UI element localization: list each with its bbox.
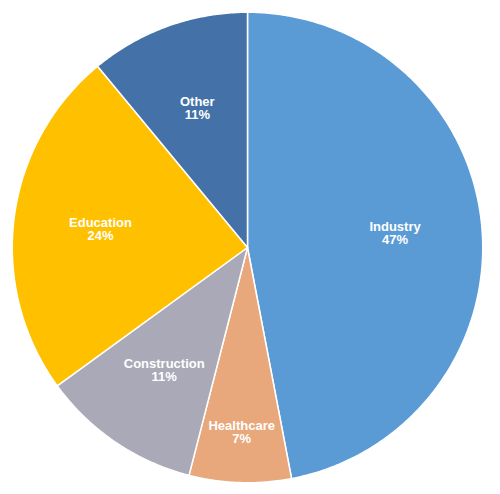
svg-text:Healthcare7%: Healthcare7%	[208, 418, 274, 446]
svg-text:Construction11%: Construction11%	[124, 356, 205, 384]
svg-text:Industry47%: Industry47%	[369, 219, 421, 247]
svg-text:Other11%: Other11%	[180, 94, 215, 122]
svg-text:Education24%: Education24%	[69, 215, 132, 243]
